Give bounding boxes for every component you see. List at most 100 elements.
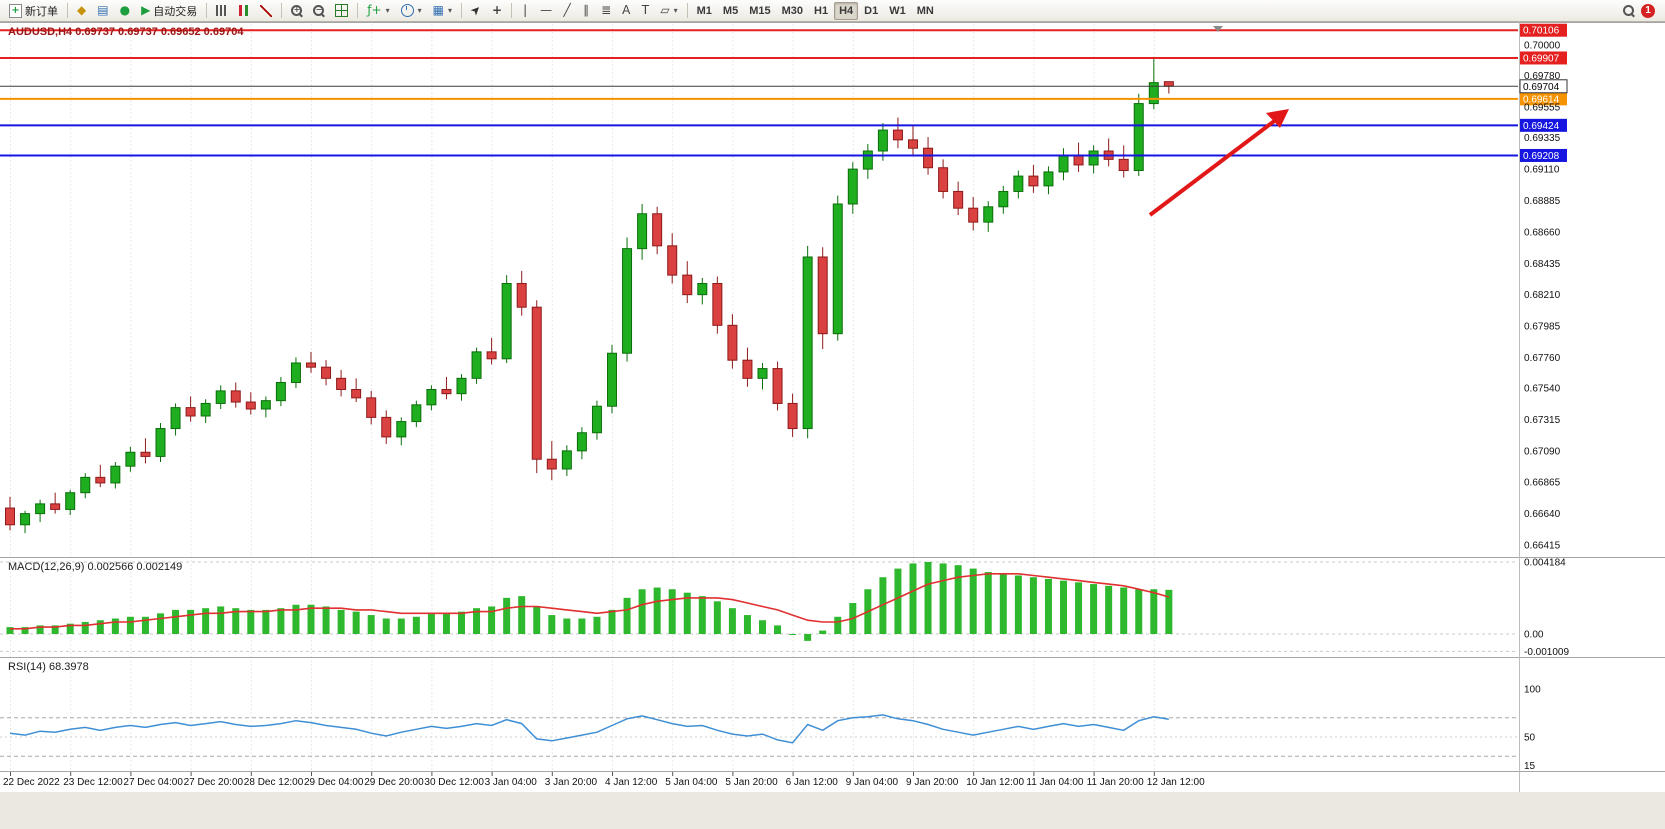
vertical-line-icon: | (523, 3, 528, 17)
terminal-icon: ● (119, 3, 131, 17)
bid-price-tag (1519, 79, 1568, 94)
caret-down-icon: ▾ (385, 6, 390, 15)
below-chart-area (0, 792, 1665, 829)
candle (426, 385, 437, 411)
tile-windows-icon (335, 4, 349, 17)
candle (591, 400, 602, 440)
rsi-axis-label: 15 (1524, 761, 1536, 772)
timeframe-button-m5[interactable]: M5 (718, 2, 743, 20)
price-axis-label: 0.66865 (1524, 478, 1561, 489)
horizontal-line-button[interactable]: — (535, 2, 557, 20)
new-order-label: 新订单 (25, 5, 58, 18)
candle (396, 417, 407, 446)
channel-button[interactable]: ∥ (577, 2, 595, 20)
candle (1043, 166, 1054, 195)
indicators-button[interactable]: ƒ+ ▾ (362, 2, 394, 20)
chart-shift-marker[interactable] (1213, 26, 1223, 32)
periods-button[interactable]: ▾ (396, 2, 427, 20)
crosshair-icon: + (492, 3, 503, 17)
zoom-in-button[interactable]: + (286, 2, 307, 20)
fibonacci-button[interactable]: ≣ (596, 2, 616, 20)
zoom-out-button[interactable]: − (308, 2, 329, 20)
price-axis[interactable]: 0.70000 0.69780 0.69555 0.69335 0.69110 0.688… (1524, 41, 1561, 552)
timeframe-button-d1[interactable]: D1 (859, 2, 883, 20)
candle (607, 344, 617, 414)
autotrading-button[interactable]: ▶ 自动交易 (136, 2, 202, 20)
price-axis-label: 0.68885 (1524, 196, 1561, 207)
timeframe-button-m30[interactable]: M30 (777, 2, 808, 20)
time-axis-label: 9 Jan 04:00 (846, 777, 899, 788)
price-axis-label: 0.68435 (1524, 259, 1561, 270)
toolbar-right-group: 1 (1623, 3, 1661, 18)
macd-axis-label: -0.001009 (1524, 647, 1569, 658)
toolbar-separator (281, 3, 283, 18)
new-order-button[interactable]: + 新订单 (4, 2, 63, 20)
clock-icon (400, 4, 414, 17)
terminal-button[interactable]: ● (115, 2, 135, 20)
time-axis[interactable]: 22 Dec 2022 23 Dec 12:00 27 Dec 04:00 27 De… (3, 772, 1205, 788)
timeframe-group: M1 M5 M15 M30 H1 H4 D1 W1 MN (692, 1, 939, 20)
candle (742, 347, 753, 387)
trendline-button[interactable]: ╱ (558, 2, 576, 20)
timeframe-button-m1[interactable]: M1 (692, 2, 717, 20)
candle (501, 275, 512, 363)
candle (953, 181, 964, 216)
candlestick-chart-button[interactable] (233, 2, 254, 20)
toolbar-separator (357, 3, 359, 18)
rsi-label: RSI(14) 68.3978 (8, 661, 89, 673)
timeframe-button-h1[interactable]: H1 (809, 2, 833, 20)
candle (637, 203, 648, 260)
candle (787, 393, 798, 437)
pane-separators[interactable] (0, 22, 1665, 772)
fibonacci-icon: ≣ (601, 3, 612, 17)
price-axis-label: 0.66415 (1524, 541, 1561, 552)
templates-icon: ▦ (432, 3, 444, 17)
trend-arrow[interactable] (1148, 109, 1289, 217)
timeframe-button-h4[interactable]: H4 (834, 1, 859, 20)
timeframe-button-mn[interactable]: MN (912, 2, 939, 20)
metaeditor-icon: ◆ (77, 3, 87, 17)
notification-badge[interactable]: 1 (1641, 3, 1655, 18)
rsi-axis-label: 100 (1524, 685, 1541, 696)
candle (1088, 145, 1099, 174)
cursor-icon: ➤ (467, 1, 485, 19)
chart-background (0, 22, 1665, 792)
label-button[interactable]: T (636, 2, 654, 20)
search-icon[interactable] (1623, 5, 1634, 16)
price-axis-label: 0.69335 (1524, 133, 1561, 144)
time-axis-label: 12 Jan 12:00 (1147, 777, 1205, 788)
time-axis-label: 22 Dec 2022 (3, 777, 60, 788)
candle (245, 392, 256, 415)
text-button[interactable]: A (617, 2, 635, 20)
cursor-button[interactable]: ➤ (466, 2, 486, 20)
chart-canvas[interactable]: 0.004184 0.00 -0.001009 100 50 15 0.70106 0.699… (0, 22, 1665, 829)
time-axis-label: 11 Jan 20:00 (1087, 777, 1145, 788)
timeframe-button-m15[interactable]: M15 (744, 2, 775, 20)
templates-button[interactable]: ▦ ▾ (428, 2, 457, 20)
shapes-icon: ▱ (660, 3, 670, 17)
market-watch-button[interactable]: ▤ (92, 2, 113, 20)
vertical-line-button[interactable]: | (516, 2, 534, 20)
candle (441, 376, 452, 400)
candle (832, 195, 843, 341)
trendline-icon: ╱ (563, 3, 571, 17)
metaeditor-button[interactable]: ◆ (72, 2, 91, 20)
crosshair-button[interactable]: + (487, 2, 507, 20)
candle (125, 446, 136, 472)
macd-signal-line (10, 572, 1170, 630)
time-axis-label: 29 Dec 20:00 (364, 777, 424, 788)
candle (321, 360, 332, 386)
time-axis-label: 4 Jan 12:00 (605, 777, 658, 788)
tile-windows-button[interactable] (330, 2, 353, 20)
rsi-axis[interactable]: 100 50 15 (0, 685, 1541, 773)
line-chart-button[interactable] (255, 2, 277, 20)
candle (802, 245, 813, 439)
shapes-button[interactable]: ▱ ▾ (655, 2, 682, 20)
candle (908, 124, 918, 156)
zoom-in-icon: + (291, 5, 303, 16)
macd-axis-label: 0.004184 (1524, 557, 1566, 568)
time-axis-label: 10 Jan 12:00 (966, 777, 1024, 788)
timeframe-button-w1[interactable]: W1 (884, 2, 911, 20)
bar-chart-button[interactable] (211, 2, 232, 20)
